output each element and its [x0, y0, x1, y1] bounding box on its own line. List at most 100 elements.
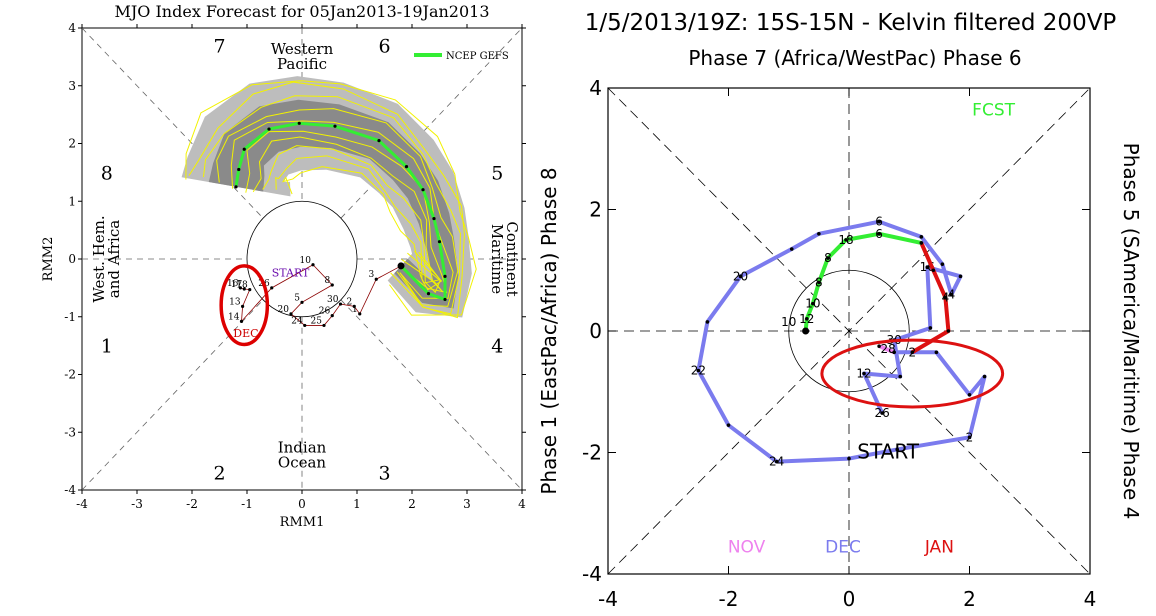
observed-track-point	[330, 283, 334, 287]
series-point-fcst	[811, 301, 815, 306]
observed-day-label: 25	[311, 316, 323, 326]
series-point-fcst	[817, 280, 821, 285]
series-point-dec	[774, 459, 779, 464]
ensemble-member-line	[188, 81, 465, 319]
series-point-jan	[910, 350, 915, 355]
observed-track-point	[338, 302, 343, 306]
left-x-tick-label: -2	[186, 497, 198, 511]
series-line-nov	[878, 344, 895, 355]
series-day-label: 8	[815, 275, 823, 289]
region-label-left: and Africa	[105, 220, 123, 298]
series-point-fcst	[844, 238, 848, 242]
ensemble-member-line	[185, 80, 477, 316]
month-label: JAN	[924, 538, 954, 558]
series-day-label: 10	[805, 297, 820, 311]
series-day-label: 6	[875, 227, 883, 241]
ensemble-member-line	[275, 155, 443, 291]
series-point-dec	[949, 292, 954, 297]
observed-track-point	[239, 319, 244, 323]
current-position-marker	[397, 262, 405, 270]
observed-day-label: 1	[352, 305, 358, 315]
right-y-tick-label: 2	[589, 198, 602, 222]
region-label-top: Pacific	[277, 55, 327, 73]
forecast-mean-point	[333, 124, 337, 128]
series-point-dec	[967, 392, 972, 397]
series-point-dec	[934, 350, 939, 355]
forecast-end-marker	[802, 327, 810, 335]
right-right-side-label: Phase 5 (SAmerica/Maritime) Phase 4	[1119, 143, 1143, 520]
series-point-dec	[789, 247, 794, 251]
forecast-mean-point	[267, 127, 271, 131]
observed-track-point	[300, 300, 304, 304]
series-point-dec	[898, 374, 903, 379]
left-x-tick-label: 1	[353, 497, 361, 511]
series-point-fcst	[919, 241, 924, 245]
observed-day-label: 14	[228, 312, 240, 322]
forecast-mean-point	[443, 297, 447, 302]
region-label-left: West. Hem.	[90, 215, 108, 302]
observed-track-point	[242, 287, 246, 291]
phase-number: 4	[491, 336, 503, 358]
right-y-tick-label: 4	[589, 76, 602, 100]
observed-day-label: 26	[319, 307, 331, 317]
ensemble-spread-inner	[208, 99, 459, 309]
observed-track-point	[330, 313, 334, 318]
series-day-label: 12	[799, 312, 814, 326]
left-y-tick-label: 4	[68, 21, 76, 35]
left-x-tick-label: 2	[408, 497, 416, 511]
observed-track-point	[352, 304, 356, 308]
observed-track-point	[289, 312, 293, 316]
region-label-right: Continent	[503, 221, 521, 296]
month-label: DEC	[233, 327, 258, 340]
series-point-dec	[925, 265, 930, 270]
observed-track-point	[358, 312, 362, 316]
highlight-ellipse	[219, 264, 270, 347]
series-point-nov	[877, 344, 881, 348]
left-mjo-chart: -4 -3 -2 -1 0 1 2 3 4-4-3-2-101234RMM1RMM2161718…	[41, 21, 526, 530]
series-point-fcst	[826, 256, 830, 260]
series-point-jan	[943, 295, 948, 300]
series-day-label: 22	[691, 363, 706, 377]
phase-number: 6	[378, 35, 390, 57]
forecast-mean-point	[421, 188, 425, 192]
series-point-fcst	[805, 317, 809, 321]
day-label: 10	[781, 315, 796, 329]
observed-track-point	[238, 286, 242, 290]
observed-track-point	[303, 323, 307, 328]
right-unit-circle	[788, 269, 910, 393]
observed-day-label: 3	[369, 270, 375, 280]
left-y-axis-label: RMM2	[41, 237, 56, 282]
phase-number: 5	[491, 162, 503, 184]
series-point-dec	[928, 326, 933, 330]
ensemble-member-line	[216, 108, 459, 307]
left-x-tick-label: 0	[298, 497, 306, 511]
observed-day-label: 24	[291, 316, 303, 326]
right-chart-subtitle: Phase 7 (Africa/WestPac) Phase 6	[688, 46, 1022, 70]
left-unit-circle	[246, 200, 358, 318]
ensemble-member-line	[281, 166, 441, 284]
series-point-dec	[919, 235, 924, 239]
start-label: START	[857, 440, 919, 464]
forecast-mean-point	[237, 167, 241, 172]
observed-day-label: 8	[325, 276, 331, 286]
forecast-mean-point	[297, 121, 301, 125]
series-point-dec	[892, 350, 896, 355]
series-day-label: 2	[908, 345, 916, 359]
observed-day-label: 13	[229, 297, 241, 307]
left-y-tick-label: -3	[64, 425, 76, 439]
series-day-label: 26	[874, 406, 889, 420]
observed-day-label: 5	[294, 293, 300, 303]
phase-number: 2	[213, 463, 225, 485]
right-x-tick-label: 0	[843, 587, 856, 611]
series-point-dec	[958, 274, 963, 279]
forecast-label: FCST	[972, 100, 1015, 120]
legend-label: NCEP GEFS	[446, 51, 509, 62]
observed-day-label: 17	[231, 280, 243, 290]
series-point-jan	[946, 329, 951, 333]
left-x-tick-label: -3	[131, 497, 143, 511]
series-point-dec	[880, 411, 884, 415]
month-label: DEC	[825, 538, 861, 558]
series-point-jan	[931, 268, 936, 273]
left-x-tick-label: -4	[76, 497, 88, 511]
series-point-dec	[705, 320, 710, 324]
